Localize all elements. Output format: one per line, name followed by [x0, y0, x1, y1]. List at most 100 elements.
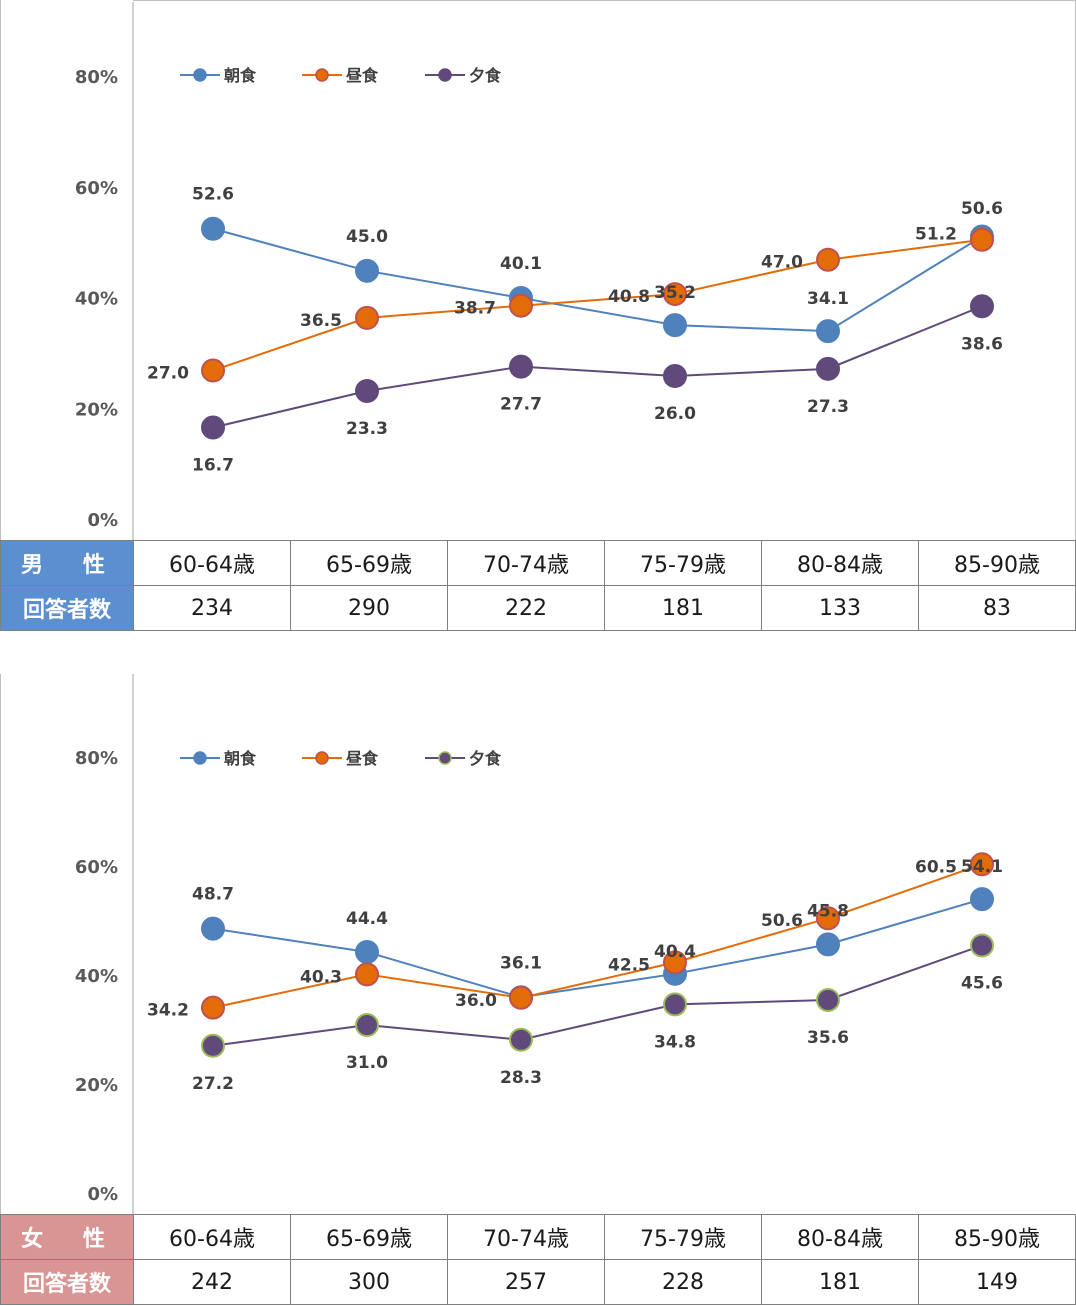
data-label: 27.0	[147, 363, 189, 383]
series-line	[212, 305, 983, 429]
data-label: 42.5	[608, 955, 650, 975]
series-line	[212, 863, 983, 1009]
data-label: 36.5	[300, 311, 342, 331]
y-tick-label: 80%	[75, 748, 118, 769]
respondent-count-cell: 149	[918, 1259, 1076, 1305]
legend-item: 昼食	[302, 749, 379, 768]
age-group-cell: 65-69歳	[290, 540, 448, 586]
legend-item: 朝食	[180, 66, 257, 85]
data-label: 27.2	[192, 1074, 234, 1094]
legend-label: 昼食	[345, 749, 379, 768]
male-respondent-table: 男 性 60-64歳 65-69歳 70-74歳 75-79歳 80-84歳 8…	[0, 540, 1076, 631]
age-group-cell: 60-64歳	[133, 540, 291, 586]
female-chart-panel: 0% 20% 40% 60% 80% 朝食 昼食 夕食 48.7 44.4 36.1 40.4 45.8…	[0, 674, 1076, 1306]
legend-marker	[193, 68, 207, 82]
legend-label: 昼食	[345, 66, 379, 85]
legend-item: 昼食	[302, 66, 379, 85]
data-label: 52.6	[192, 185, 234, 205]
data-label: 31.0	[346, 1053, 388, 1073]
series-line	[212, 898, 983, 999]
data-point	[201, 916, 225, 941]
data-point	[355, 1013, 379, 1038]
data-label: 44.4	[346, 909, 388, 929]
y-tick-label: 20%	[75, 399, 118, 420]
age-group-row: 女 性 60-64歳 65-69歳 70-74歳 75-79歳 80-84歳 8…	[0, 1214, 1076, 1260]
respondent-count-cell: 222	[447, 585, 605, 631]
legend-marker	[193, 751, 207, 765]
data-point	[970, 227, 994, 252]
data-point	[816, 356, 840, 381]
data-label: 48.7	[192, 885, 234, 905]
y-tick-label: 40%	[75, 966, 118, 987]
y-tick-label: 80%	[75, 67, 118, 88]
data-label: 27.7	[500, 395, 542, 415]
data-label: 60.5	[915, 857, 957, 877]
data-label: 54.1	[961, 857, 1003, 877]
respondent-count-cell: 290	[290, 585, 448, 631]
data-point	[970, 887, 994, 912]
data-point	[509, 985, 533, 1010]
data-label: 35.6	[807, 1028, 849, 1048]
respondent-count-cell: 257	[447, 1259, 605, 1305]
data-point	[201, 1033, 225, 1058]
data-point	[663, 364, 687, 389]
data-point	[663, 992, 687, 1017]
respondent-count-cell: 133	[761, 585, 919, 631]
series-line	[212, 944, 983, 1047]
respondent-count-cell: 242	[133, 1259, 291, 1305]
data-point	[816, 987, 840, 1012]
respondent-count-cell: 181	[604, 585, 762, 631]
data-label: 28.3	[500, 1068, 542, 1088]
data-point	[816, 906, 840, 931]
data-point	[201, 995, 225, 1020]
respondent-count-cell: 300	[290, 1259, 448, 1305]
data-label: 26.0	[654, 404, 696, 424]
data-point	[970, 852, 994, 877]
male-chart-panel: 0% 20% 40% 60% 80% 朝食 昼食 夕食 52.6 45.0 40.1 35.2 34.1…	[0, 0, 1076, 632]
data-label: 36.0	[455, 991, 497, 1011]
age-group-row: 男 性 60-64歳 65-69歳 70-74歳 75-79歳 80-84歳 8…	[0, 540, 1076, 586]
data-point	[970, 933, 994, 958]
data-label: 40.1	[500, 254, 542, 274]
y-tick-label: 0%	[87, 1184, 118, 1205]
data-point	[509, 354, 533, 379]
data-label: 47.0	[761, 253, 803, 273]
age-group-cell: 80-84歳	[761, 540, 919, 586]
female-respondent-table: 女 性 60-64歳 65-69歳 70-74歳 75-79歳 80-84歳 8…	[0, 1214, 1076, 1305]
legend-label: 夕食	[469, 749, 502, 768]
age-group-cell: 60-64歳	[133, 1214, 291, 1260]
data-label: 50.6	[961, 199, 1003, 219]
data-label: 51.2	[915, 224, 957, 244]
data-label: 36.1	[500, 953, 542, 973]
data-label: 35.2	[654, 283, 696, 303]
respondent-count-row: 回答者数 242 300 257 228 181 149	[0, 1259, 1076, 1305]
respondent-count-header: 回答者数	[0, 1259, 134, 1305]
y-tick-label: 40%	[75, 289, 118, 310]
data-label: 16.7	[192, 456, 234, 476]
legend-label: 朝食	[224, 66, 257, 85]
age-group-cell: 65-69歳	[290, 1214, 448, 1260]
data-point	[355, 305, 379, 330]
data-label: 40.4	[654, 942, 696, 962]
series-line	[212, 238, 983, 372]
data-label: 40.8	[608, 287, 650, 307]
data-point	[509, 293, 533, 318]
data-point	[201, 216, 225, 241]
legend-marker	[315, 751, 329, 765]
legend-item: 夕食	[425, 749, 502, 768]
data-point	[816, 319, 840, 344]
data-label: 38.6	[961, 334, 1003, 354]
data-point	[201, 415, 225, 440]
y-tick-label: 60%	[75, 857, 118, 878]
data-label: 34.2	[147, 1001, 189, 1021]
age-group-cell: 70-74歳	[447, 1214, 605, 1260]
gender-header: 男 性	[0, 540, 134, 586]
respondent-count-cell: 83	[918, 585, 1076, 631]
data-point	[355, 940, 379, 965]
age-group-cell: 75-79歳	[604, 540, 762, 586]
data-label: 34.8	[654, 1032, 696, 1052]
data-point	[663, 950, 687, 975]
y-tick-label: 60%	[75, 178, 118, 199]
respondent-count-cell: 181	[761, 1259, 919, 1305]
gender-header: 女 性	[0, 1214, 134, 1260]
